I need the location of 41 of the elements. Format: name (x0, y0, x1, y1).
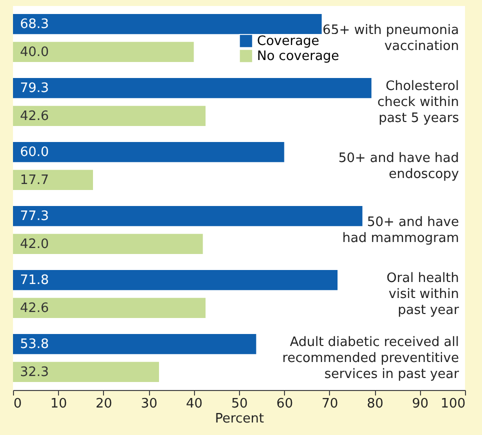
bar (13, 106, 206, 126)
x-tick-label: 60 (276, 396, 293, 412)
bar (13, 206, 362, 226)
y-tick-label: Cholesterol check within past 5 years (377, 79, 460, 126)
x-tick-label: 90 (412, 396, 429, 412)
data-label: 60.0 (20, 145, 49, 160)
data-label: 42.6 (20, 300, 49, 316)
bar (13, 234, 203, 254)
data-label: 68.3 (20, 17, 49, 32)
data-label: 42.0 (20, 236, 49, 252)
bar (13, 298, 206, 318)
y-tick-label: 50+ and have had mammogram (342, 215, 459, 246)
bar (13, 170, 94, 190)
x-tick-label: 100 (440, 396, 466, 412)
x-tick-label: 20 (96, 396, 112, 412)
data-label: 42.6 (20, 108, 49, 124)
y-tick-label: 50+ and have had endoscopy (338, 151, 460, 182)
x-tick-label: 0 (14, 396, 22, 412)
x-tick-label: 70 (322, 396, 338, 412)
bar (13, 142, 284, 162)
legend-label: Coverage (257, 34, 320, 49)
y-tick-label: Adult diabetic received all recommended preventitive services in past year (282, 335, 460, 382)
bar (13, 42, 194, 62)
x-tick-label: 50 (231, 396, 248, 412)
x-tick-label: 40 (186, 396, 203, 412)
bar (13, 362, 159, 382)
data-label: 71.8 (20, 273, 49, 288)
x-tick-label: 80 (366, 396, 384, 412)
data-label: 40.0 (20, 44, 49, 60)
bar (13, 334, 256, 354)
y-tick-label: Oral health visit within past year (386, 271, 460, 318)
data-label: 79.3 (20, 81, 49, 96)
x-tick-label: 30 (140, 396, 158, 412)
x-axis-title: Percent (215, 412, 264, 426)
x-tick-label: 10 (50, 396, 67, 412)
data-label: 17.7 (20, 172, 49, 188)
data-label: 53.8 (20, 337, 49, 352)
data-label: 32.3 (20, 364, 49, 380)
data-label: 77.3 (20, 209, 49, 224)
bar (13, 270, 338, 290)
bar (13, 78, 372, 98)
